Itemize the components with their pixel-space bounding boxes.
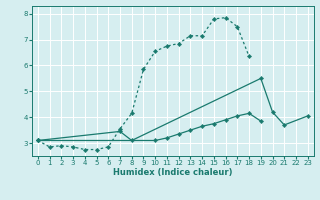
X-axis label: Humidex (Indice chaleur): Humidex (Indice chaleur): [113, 168, 233, 177]
